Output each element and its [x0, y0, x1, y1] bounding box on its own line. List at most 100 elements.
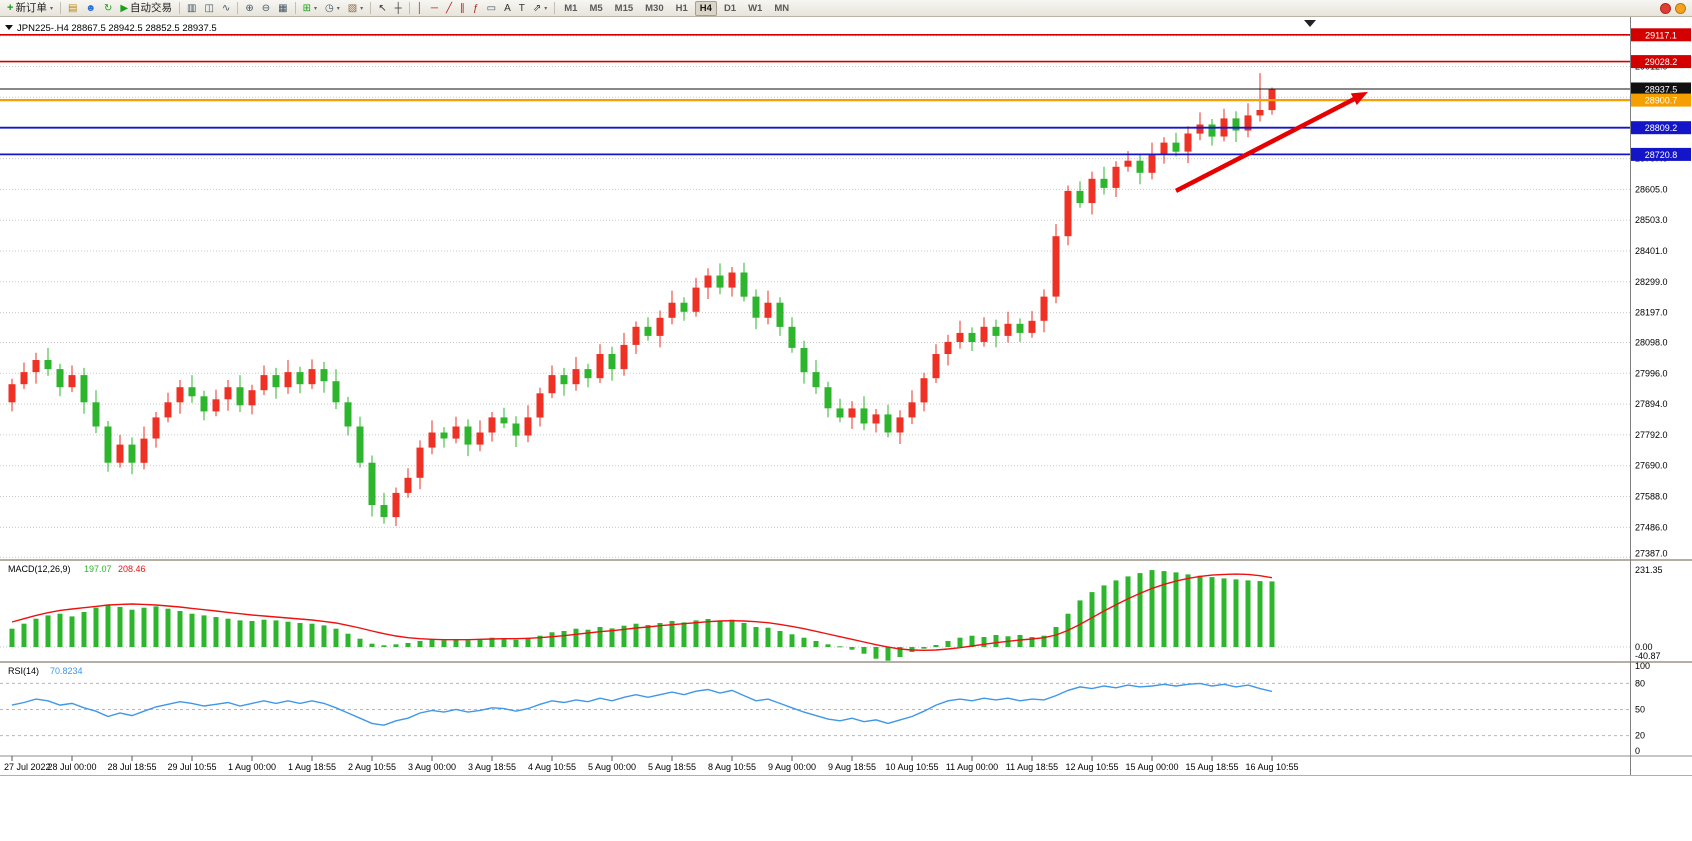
candle-body [716, 275, 724, 288]
candle-body [464, 426, 472, 445]
collapse-icon[interactable] [5, 25, 13, 30]
price-grid-label: 27690.0 [1635, 461, 1668, 471]
time-label: 11 Aug 00:00 [946, 762, 998, 772]
charts-window-button[interactable]: ▤ [64, 1, 81, 16]
macd-histogram-bar [405, 643, 411, 647]
new-order-button[interactable]: + 新订单 ▾ [3, 1, 57, 16]
candle-body [1160, 142, 1168, 155]
cursor-button[interactable]: ↖ [374, 1, 390, 16]
bar-chart-icon: ▥ [187, 2, 197, 14]
price-grid-label: 28605.0 [1635, 184, 1668, 194]
indicators-button[interactable]: ⊞ ▾ [299, 1, 321, 16]
timeframe-h1-button[interactable]: H1 [675, 2, 688, 14]
horizontal-line-button[interactable]: ─ [427, 1, 442, 16]
rsi-axis-label: 50 [1635, 705, 1645, 715]
fibonacci-button[interactable]: ƒ [469, 1, 483, 16]
candle-body [296, 372, 304, 385]
candle-body [380, 505, 388, 518]
templates-button[interactable]: ▧ ▾ [344, 1, 367, 16]
candle-body [932, 354, 940, 379]
timeframe-m30-button[interactable]: M30 [645, 2, 664, 14]
macd-histogram-bar [693, 620, 699, 647]
macd-histogram-bar [1101, 585, 1107, 647]
zoom-out-button[interactable]: ⊖ [258, 1, 274, 16]
macd-histogram-bar [393, 644, 399, 647]
macd-histogram-bar [273, 620, 279, 647]
candle-body [704, 275, 712, 288]
chart-stack-icon: ▤ [67, 2, 78, 14]
candle-body [1244, 115, 1252, 131]
time-label: 1 Aug 00:00 [228, 762, 276, 772]
periods-button[interactable]: ◷ ▾ [321, 1, 344, 16]
macd-histogram-bar [993, 635, 999, 647]
bar-chart-button[interactable]: ▥ [183, 1, 200, 16]
price-badge [1631, 147, 1691, 161]
candle-body [116, 444, 124, 463]
candle-body [1028, 320, 1036, 333]
macd-histogram-bar [1221, 578, 1227, 647]
macd-main-value: 197.07 [84, 564, 112, 574]
chart-shift-marker[interactable] [1304, 20, 1316, 27]
text-label-button[interactable]: T [515, 1, 529, 16]
candle-body [1172, 142, 1180, 152]
candle-body [608, 354, 616, 370]
price-grid-label: 28401.0 [1635, 246, 1668, 256]
crosshair-button[interactable]: ┼ [391, 1, 406, 16]
macd-axis-label: 231.35 [1635, 565, 1663, 575]
panel-separator[interactable] [0, 559, 1692, 561]
status-icon-orange[interactable] [1675, 2, 1686, 14]
candle-body [1148, 154, 1156, 173]
timeframe-h4-button[interactable]: H4 [694, 0, 717, 16]
candle-body [1232, 118, 1240, 131]
candle-body [680, 302, 688, 312]
line-chart-button[interactable]: ∿ [218, 1, 234, 16]
horizontal-line-icon: ─ [430, 2, 439, 14]
market-watch-button[interactable]: ☻ [81, 1, 100, 16]
timeframe-w1-button[interactable]: W1 [748, 2, 763, 14]
trendline-icon: ╱ [446, 2, 453, 14]
timeframe-m5-button[interactable]: M5 [589, 2, 603, 14]
macd-histogram-bar [429, 639, 435, 647]
vertical-line-button[interactable]: │ [413, 1, 427, 16]
price-badge-label: 28720.8 [1645, 150, 1678, 160]
timeframe-mn-button[interactable]: MN [774, 2, 790, 14]
candlestick-icon: ◫ [204, 2, 214, 14]
channel-button[interactable]: ∥ [456, 1, 469, 16]
timeframe-m15-button[interactable]: M15 [614, 2, 634, 14]
macd-histogram-bar [813, 641, 819, 647]
macd-histogram-bar [9, 628, 15, 647]
tile-windows-button[interactable]: ▦ [274, 1, 291, 16]
macd-histogram-bar [1137, 573, 1143, 647]
macd-histogram-bar [177, 611, 183, 647]
macd-histogram-bar [129, 609, 135, 647]
refresh-button[interactable]: ↻ [100, 1, 116, 16]
macd-histogram-bar [1209, 577, 1215, 647]
text-button[interactable]: A [500, 1, 515, 16]
arrow-tool-icon: ⇗ [532, 2, 542, 14]
autotrading-button[interactable]: ▶ 自动交易 [116, 1, 176, 16]
time-label: 15 Aug 00:00 [1125, 762, 1178, 772]
status-icon-red[interactable] [1660, 2, 1671, 14]
trend-arrow[interactable] [1174, 94, 1361, 193]
shapes-button[interactable]: ▭ [483, 1, 500, 16]
macd-histogram-bar [81, 612, 87, 647]
macd-histogram-bar [633, 623, 639, 647]
trendline-button[interactable]: ╱ [442, 1, 456, 16]
panel-separator[interactable] [0, 661, 1692, 663]
candlestick-chart-button[interactable]: ◫ [200, 1, 217, 16]
arrows-tool-button[interactable]: ⇗ ▾ [529, 1, 551, 16]
candle-body [740, 272, 748, 297]
candle-body [1136, 160, 1144, 173]
trend-arrow-head[interactable] [1350, 91, 1368, 105]
macd-histogram-bar [705, 619, 711, 647]
macd-histogram-bar [885, 647, 891, 661]
toolbar-status-area [1660, 2, 1689, 14]
new-order-icon: + [7, 1, 14, 14]
timeframe-m1-button[interactable]: M1 [564, 2, 578, 14]
zoom-in-button[interactable]: ⊕ [241, 1, 257, 16]
candle-body [248, 390, 256, 406]
timeframe-d1-button[interactable]: D1 [723, 2, 737, 14]
candle-body [812, 372, 820, 388]
